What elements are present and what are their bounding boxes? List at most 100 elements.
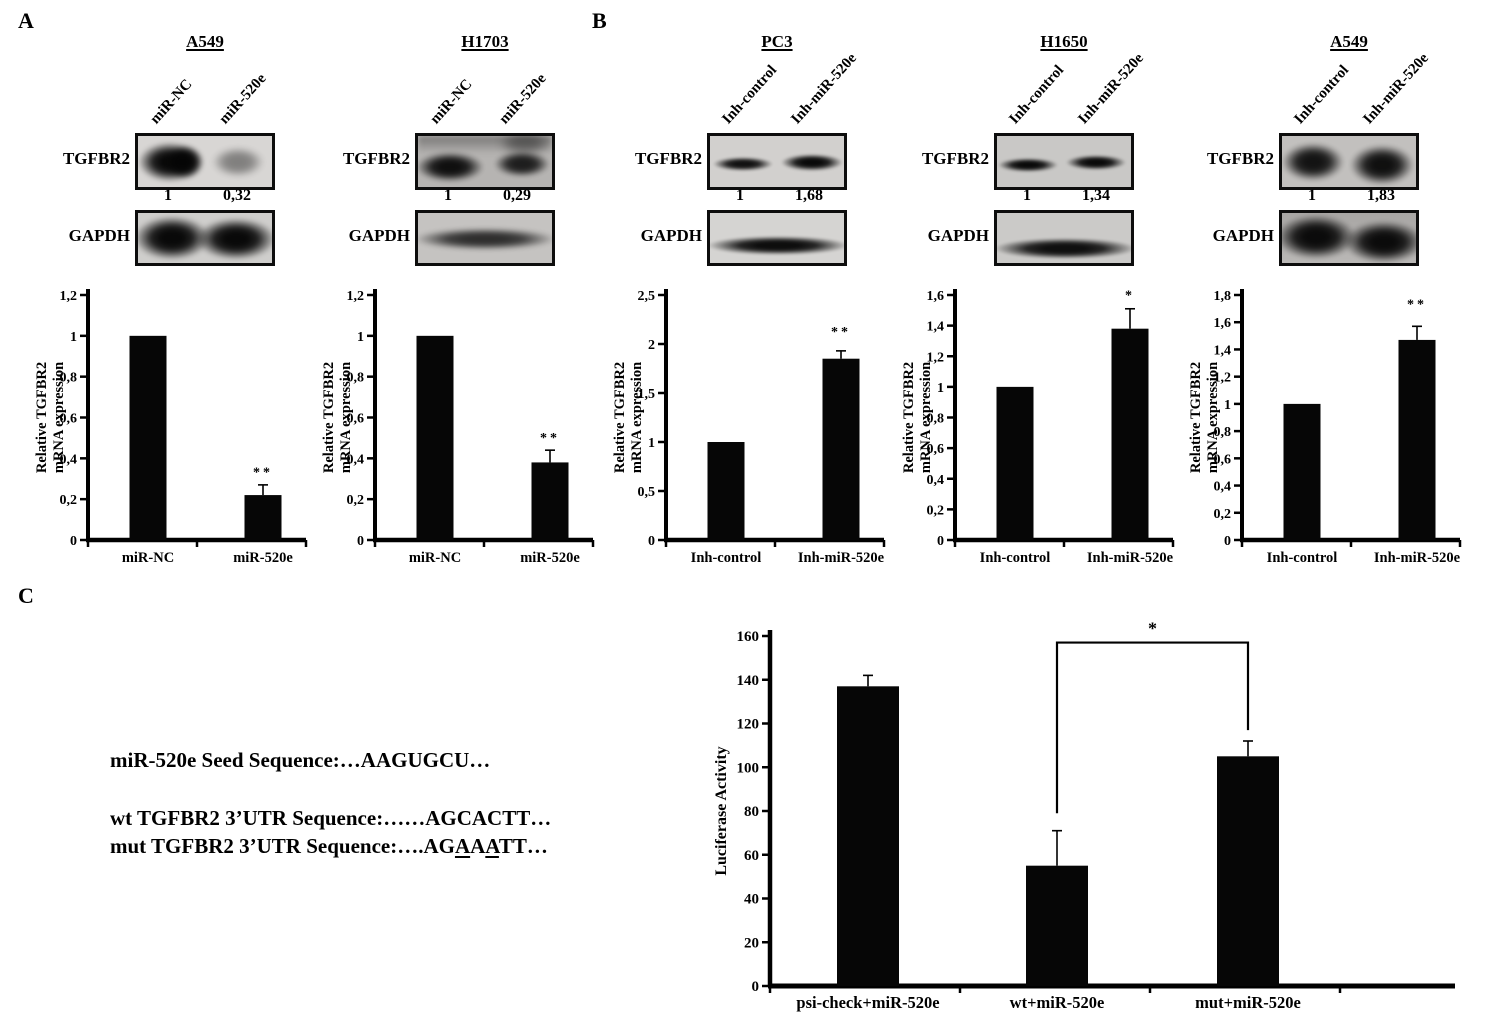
svg-text:Inh-miR-520e: Inh-miR-520e — [1374, 550, 1461, 566]
band — [494, 151, 550, 177]
band — [997, 238, 1131, 259]
svg-text:0: 0 — [937, 534, 944, 549]
svg-text:1,4: 1,4 — [927, 320, 945, 335]
svg-text:0: 0 — [1224, 534, 1231, 549]
svg-text:Inh-control: Inh-control — [691, 550, 762, 566]
chart-h1650-mrna: 0 0,2 0,4 0,6 0,8 1 1,2 1,4 1,6 Inh-control Inh-mi… — [901, 289, 1175, 566]
tgfbr2-label: TGFBR2 — [634, 149, 702, 168]
svg-text:1,8: 1,8 — [1214, 289, 1232, 304]
svg-text:0,6: 0,6 — [1214, 452, 1232, 467]
tgfbr2-blot-image — [994, 133, 1134, 190]
svg-text:**: ** — [540, 431, 560, 446]
band — [212, 147, 264, 177]
band — [196, 218, 272, 260]
mir520e-seed-sequence: miR-520e Seed Sequence:…AAGUGCU… — [110, 748, 491, 772]
band — [781, 154, 843, 171]
svg-text:mRNA expression: mRNA expression — [51, 362, 67, 473]
svg-text:Relative TGFBR2: Relative TGFBR2 — [1188, 362, 1204, 473]
svg-text:2: 2 — [648, 338, 655, 353]
mut-tgfbr2-utr-sequence: mut TGFBR2 3’UTR Sequence:….AGAAATT… — [110, 834, 548, 858]
band-intensity-2: 0,29 — [503, 187, 531, 204]
svg-text:100: 100 — [737, 760, 760, 776]
blot-group-a549-inhibitor: A549 Inh-control Inh-miR-520e TGFBR2 1 1… — [1204, 0, 1432, 282]
band — [418, 152, 484, 182]
band-intensity-2: 1,34 — [1082, 187, 1110, 204]
svg-text:0,4: 0,4 — [927, 473, 945, 488]
band-intensity-1: 1 — [444, 187, 452, 204]
svg-text:0,2: 0,2 — [927, 503, 945, 518]
cell-line-title: A549 — [186, 32, 224, 51]
lane-label-inh-control: Inh-control — [1006, 62, 1068, 128]
svg-text:**: ** — [831, 325, 851, 340]
svg-text:0,6: 0,6 — [347, 412, 365, 427]
svg-text:*: * — [1125, 289, 1135, 304]
svg-text:Luciferase Activity: Luciferase Activity — [713, 746, 730, 875]
svg-text:80: 80 — [744, 804, 759, 820]
band — [998, 158, 1058, 172]
lane-label-mir-nc: miR-NC — [427, 76, 476, 128]
svg-text:Inh-control: Inh-control — [1267, 550, 1338, 566]
svg-text:mRNA expression: mRNA expression — [918, 362, 934, 473]
svg-text:0,2: 0,2 — [60, 493, 78, 508]
panel-label-c: C — [18, 583, 34, 608]
svg-text:1: 1 — [648, 436, 655, 451]
tgfbr2-label: TGFBR2 — [62, 149, 130, 168]
tgfbr2-blot-image — [415, 133, 555, 190]
lane-label-mir-nc: miR-NC — [147, 76, 196, 128]
lane-label-mir-520e: miR-520e — [216, 70, 270, 128]
blot-group-h1650-inhibitor: H1650 Inh-control Inh-miR-520e TGFBR2 1 … — [919, 0, 1147, 282]
band-intensity-2: 1,83 — [1367, 187, 1395, 204]
svg-text:wt+miR-520e: wt+miR-520e — [1010, 993, 1105, 1012]
smudge — [418, 136, 552, 154]
svg-text:2,5: 2,5 — [638, 289, 656, 304]
gapdh-blot-image — [707, 210, 847, 266]
svg-text:140: 140 — [737, 673, 760, 689]
svg-text:0: 0 — [357, 534, 364, 549]
svg-text:20: 20 — [744, 935, 759, 951]
chart-h1703-mrna: 0 0,2 0,4 0,6 0,8 1 1,2 miR-NC miR-520e ** Relativ… — [321, 289, 595, 566]
svg-text:Inh-miR-520e: Inh-miR-520e — [1087, 550, 1174, 566]
blot-group-h1703-overexpression: H1703 miR-NC miR-520e TGFBR2 1 0,29 GAPD… — [340, 0, 565, 282]
svg-text:0: 0 — [648, 534, 655, 549]
tgfbr2-label: TGFBR2 — [921, 149, 989, 168]
gapdh-blot-image — [415, 210, 555, 266]
tgfbr2-label: TGFBR2 — [1206, 149, 1274, 168]
svg-text:1: 1 — [70, 330, 77, 345]
gapdh-label: GAPDH — [1212, 226, 1274, 245]
band-intensity-1: 1 — [1308, 187, 1316, 204]
svg-text:miR-NC: miR-NC — [409, 550, 461, 566]
cell-line-title: A549 — [1330, 32, 1368, 51]
band-intensity-2: 0,32 — [223, 187, 251, 204]
gapdh-blot-image — [135, 210, 275, 266]
band-intensity-2: 1,68 — [795, 187, 823, 204]
svg-text:mut+miR-520e: mut+miR-520e — [1195, 993, 1301, 1012]
svg-text:1,6: 1,6 — [1214, 316, 1232, 331]
svg-text:1,2: 1,2 — [1214, 371, 1232, 386]
band — [418, 228, 552, 250]
band — [1282, 143, 1344, 181]
svg-text:Inh-miR-520e: Inh-miR-520e — [798, 550, 885, 566]
svg-text:120: 120 — [737, 717, 760, 733]
gapdh-label: GAPDH — [348, 226, 410, 245]
band-intensity-1: 1 — [1023, 187, 1031, 204]
tgfbr2-blot-image — [707, 133, 847, 190]
svg-text:0,8: 0,8 — [1214, 425, 1232, 440]
svg-text:**: ** — [1407, 298, 1427, 313]
band — [166, 145, 204, 179]
gapdh-label: GAPDH — [68, 226, 130, 245]
lane-label-inh-control: Inh-control — [719, 62, 781, 128]
band — [1282, 215, 1356, 259]
panel-label-b: B — [592, 8, 607, 33]
svg-text:mRNA expression: mRNA expression — [1205, 362, 1221, 473]
blot-group-a549-overexpression: A549 miR-NC miR-520e TGFBR2 1 0,32 GAPDH — [60, 0, 285, 282]
chart-luciferase-activity: 0 20 40 60 80 100 120 140 160 psi-check+miR-520e w… — [713, 619, 1455, 1012]
band — [713, 157, 773, 171]
svg-text:1,2: 1,2 — [60, 289, 78, 304]
gapdh-label: GAPDH — [927, 226, 989, 245]
svg-text:60: 60 — [744, 848, 759, 864]
gapdh-blot-image — [1279, 210, 1419, 266]
lane-label-inh-control: Inh-control — [1291, 62, 1353, 128]
svg-text:160: 160 — [737, 629, 760, 645]
wt-tgfbr2-utr-sequence: wt TGFBR2 3’UTR Sequence:……AGCACTT… — [110, 806, 552, 830]
